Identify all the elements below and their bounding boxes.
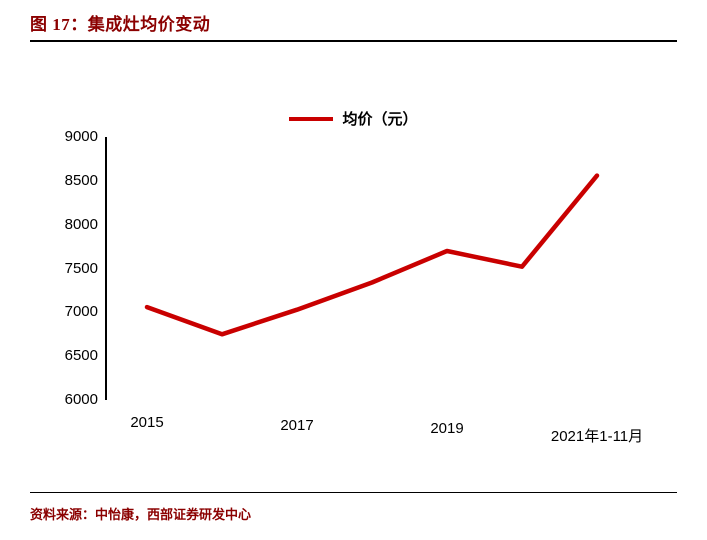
x-tick-label: 2017 (280, 417, 314, 434)
x-tick-label: 2021年1-11月 (550, 428, 644, 445)
source-note: 资料来源：中怡康，西部证券研发中心 (30, 507, 252, 522)
y-tick-label: 6500 (64, 347, 98, 365)
footer-divider (30, 492, 677, 493)
y-tick-label: 8500 (64, 171, 98, 189)
price-line (144, 173, 600, 337)
y-tick-label: 8000 (64, 215, 98, 233)
legend-label: 均价（元） (342, 111, 418, 128)
y-tick-label: 7500 (64, 259, 98, 277)
legend-line-swatch (289, 116, 334, 121)
chart-legend: 均价（元） (0, 108, 707, 129)
line-chart (105, 137, 600, 400)
y-tick-label: 7000 (64, 303, 98, 321)
header-divider (30, 40, 677, 42)
x-tick-label: 2019 (430, 420, 464, 437)
y-tick-label: 9000 (64, 128, 98, 145)
figure-title: 图 17：集成灶均价变动 (30, 15, 211, 34)
y-tick-label: 6000 (64, 391, 98, 408)
x-tick-label: 2015 (130, 414, 164, 431)
